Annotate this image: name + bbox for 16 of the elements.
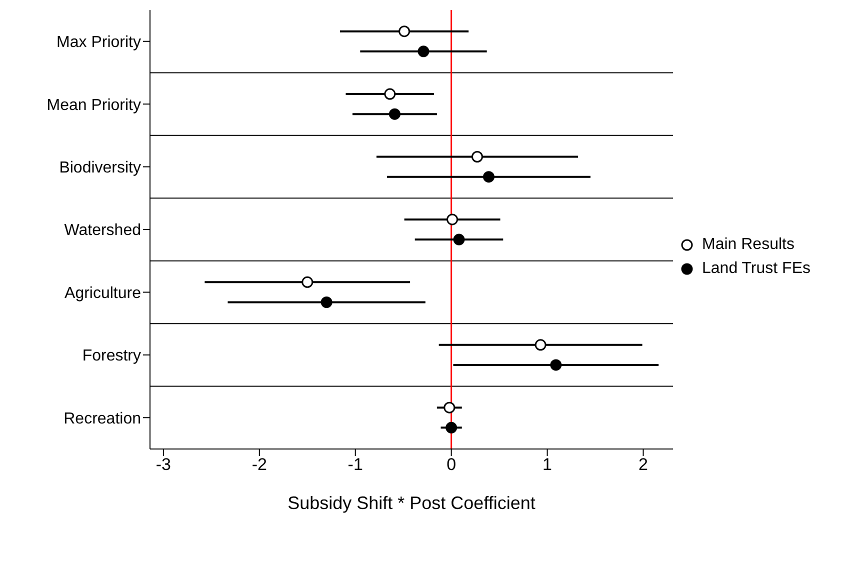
- x-axis-title: Subsidy Shift * Post Coefficient: [288, 493, 536, 513]
- x-tick-label: -1: [348, 455, 363, 474]
- y-tick-label: Watershed: [64, 222, 141, 240]
- y-tick-label: Forestry: [82, 348, 141, 365]
- x-tick-label: 1: [542, 455, 552, 474]
- y-tick-label: Agriculture: [64, 284, 142, 302]
- y-tick-label: Biodiversity: [59, 159, 141, 176]
- x-tick-label: -2: [252, 455, 267, 474]
- y-tick-label: Max Priority: [56, 34, 141, 52]
- x-tick-label: -3: [156, 455, 171, 474]
- y-tick-label: Mean Priority: [46, 96, 141, 114]
- legend-label: Land Trust FEs: [702, 260, 810, 278]
- y-tick-label: Recreation: [64, 410, 141, 428]
- legend-label: Main Results: [702, 236, 794, 254]
- x-tick-label: 0: [446, 455, 456, 474]
- x-tick-label: 2: [638, 455, 648, 474]
